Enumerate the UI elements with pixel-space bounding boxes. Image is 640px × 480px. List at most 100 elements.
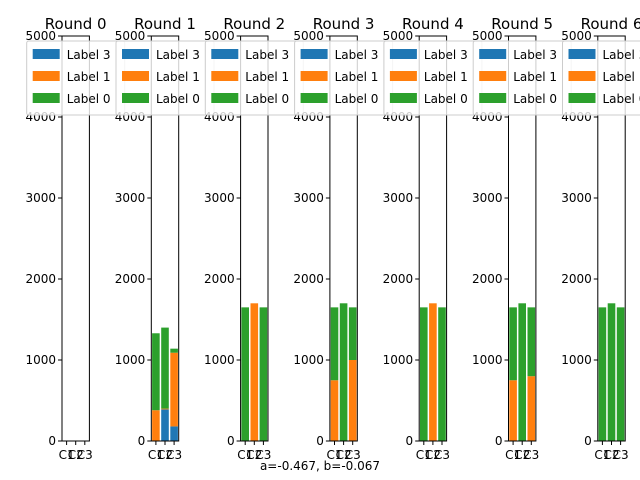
x-tick-label-c2: C2 bbox=[603, 448, 619, 462]
bar-label-0-c1 bbox=[152, 333, 160, 411]
y-tick-label: 3000 bbox=[204, 191, 235, 205]
legend-swatch-label-1 bbox=[32, 71, 60, 81]
legend-label-label-3: Label 3 bbox=[335, 48, 379, 62]
x-tick-label-c2: C2 bbox=[68, 448, 84, 462]
y-tick-label: 0 bbox=[48, 434, 56, 448]
x-tick-label-c2: C2 bbox=[157, 448, 173, 462]
x-tick-label-c3: C3 bbox=[77, 448, 93, 462]
x-tick-label-c2: C2 bbox=[246, 448, 262, 462]
y-tick-label: 0 bbox=[138, 434, 146, 448]
x-tick-label-c3: C3 bbox=[345, 448, 361, 462]
bar-label-0-c3 bbox=[348, 307, 357, 360]
legend: Label 3 Label 1 Label 0 bbox=[294, 40, 394, 116]
legend-swatch-label-1 bbox=[122, 71, 149, 81]
legend-swatch-label-1 bbox=[389, 71, 417, 81]
y-tick-label: 1000 bbox=[383, 353, 414, 367]
y-tick-label: 2000 bbox=[383, 272, 414, 286]
x-tick-label-c1: C1 bbox=[594, 448, 610, 462]
bar-label-1-c3 bbox=[348, 360, 357, 441]
x-tick-label-c3: C3 bbox=[613, 448, 629, 462]
legend: Label 3 Label 1 Label 0 bbox=[26, 40, 126, 116]
bar-label-0-c3 bbox=[259, 307, 268, 441]
legend-swatch-label-1 bbox=[300, 71, 328, 81]
bar-label-3-c3 bbox=[170, 426, 178, 441]
x-tick-label-c1: C1 bbox=[326, 448, 342, 462]
legend-swatch-label-3 bbox=[479, 49, 507, 59]
bar-label-1-c1 bbox=[509, 380, 517, 441]
bar-label-1-c2 bbox=[161, 408, 169, 410]
legend-swatch-label-3 bbox=[32, 49, 60, 59]
legend-label-label-3: Label 3 bbox=[603, 48, 640, 62]
x-tick-label-c3: C3 bbox=[434, 448, 450, 462]
legend-label-label-1: Label 1 bbox=[335, 70, 379, 84]
legend-label-label-3: Label 3 bbox=[513, 48, 557, 62]
legend: Label 3 Label 1 Label 0 bbox=[472, 40, 572, 116]
y-tick-label: 5000 bbox=[383, 29, 414, 43]
y-tick-label: 0 bbox=[316, 434, 324, 448]
bar-label-3-c2 bbox=[161, 409, 169, 441]
y-tick-label: 0 bbox=[584, 434, 592, 448]
figure-caption: a=-0.467, b=-0.067 bbox=[260, 459, 380, 473]
bar-label-0-c1 bbox=[241, 307, 249, 441]
chart-title: Round 6 bbox=[581, 15, 640, 33]
x-tick-label-c2: C2 bbox=[336, 448, 352, 462]
bar-label-1-c1 bbox=[330, 380, 339, 441]
legend-swatch-label-0 bbox=[568, 93, 596, 103]
y-tick-label: 0 bbox=[227, 434, 235, 448]
x-tick-label-c1: C1 bbox=[59, 448, 75, 462]
bar-label-1-c3 bbox=[527, 376, 536, 441]
y-tick-label: 1000 bbox=[293, 353, 324, 367]
legend-label-label-0: Label 0 bbox=[245, 92, 289, 106]
legend-label-label-0: Label 0 bbox=[156, 92, 200, 106]
legend-swatch-label-0 bbox=[300, 93, 328, 103]
y-tick-label: 5000 bbox=[561, 29, 592, 43]
y-tick-label: 2000 bbox=[25, 272, 56, 286]
legend-swatch-label-3 bbox=[389, 49, 417, 59]
legend-label-label-3: Label 3 bbox=[245, 48, 289, 62]
legend-label-label-3: Label 3 bbox=[67, 48, 111, 62]
chart-title: Round 2 bbox=[223, 15, 285, 33]
bar-label-0-c2 bbox=[161, 327, 169, 409]
y-tick-label: 3000 bbox=[293, 191, 324, 205]
legend-swatch-label-0 bbox=[389, 93, 417, 103]
y-tick-label: 1000 bbox=[25, 353, 56, 367]
legend-label-label-0: Label 0 bbox=[513, 92, 557, 106]
y-tick-label: 2000 bbox=[204, 272, 235, 286]
x-tick-label-c2: C2 bbox=[514, 448, 530, 462]
y-tick-label: 3000 bbox=[472, 191, 503, 205]
legend-swatch-label-3 bbox=[122, 49, 149, 59]
bar-label-0-c3 bbox=[616, 307, 625, 441]
legend-swatch-label-0 bbox=[479, 93, 507, 103]
y-tick-label: 3000 bbox=[561, 191, 592, 205]
y-tick-label: 1000 bbox=[472, 353, 503, 367]
y-tick-label: 2000 bbox=[561, 272, 592, 286]
legend: Label 3 Label 1 Label 0 bbox=[383, 40, 483, 116]
legend-label-label-1: Label 1 bbox=[603, 70, 640, 84]
bar-label-0-c3 bbox=[438, 307, 446, 441]
chart-title: Round 3 bbox=[313, 15, 375, 33]
legend-label-label-0: Label 0 bbox=[603, 92, 640, 106]
y-tick-label: 1000 bbox=[115, 353, 146, 367]
legend-swatch-label-3 bbox=[300, 49, 328, 59]
chart-title: Round 0 bbox=[45, 15, 107, 33]
chart-title: Round 5 bbox=[491, 15, 553, 33]
legend-label-label-1: Label 1 bbox=[67, 70, 111, 84]
legend-swatch-label-1 bbox=[211, 71, 239, 81]
y-tick-label: 3000 bbox=[115, 191, 146, 205]
legend-swatch-label-1 bbox=[568, 71, 596, 81]
legend-label-label-1: Label 1 bbox=[245, 70, 289, 84]
y-tick-label: 3000 bbox=[25, 191, 56, 205]
y-tick-label: 1000 bbox=[204, 353, 235, 367]
legend: Label 3 Label 1 Label 0 bbox=[204, 40, 304, 116]
y-tick-label: 5000 bbox=[293, 29, 324, 43]
y-tick-label: 1000 bbox=[561, 353, 592, 367]
y-tick-label: 2000 bbox=[293, 272, 324, 286]
y-tick-label: 0 bbox=[495, 434, 503, 448]
